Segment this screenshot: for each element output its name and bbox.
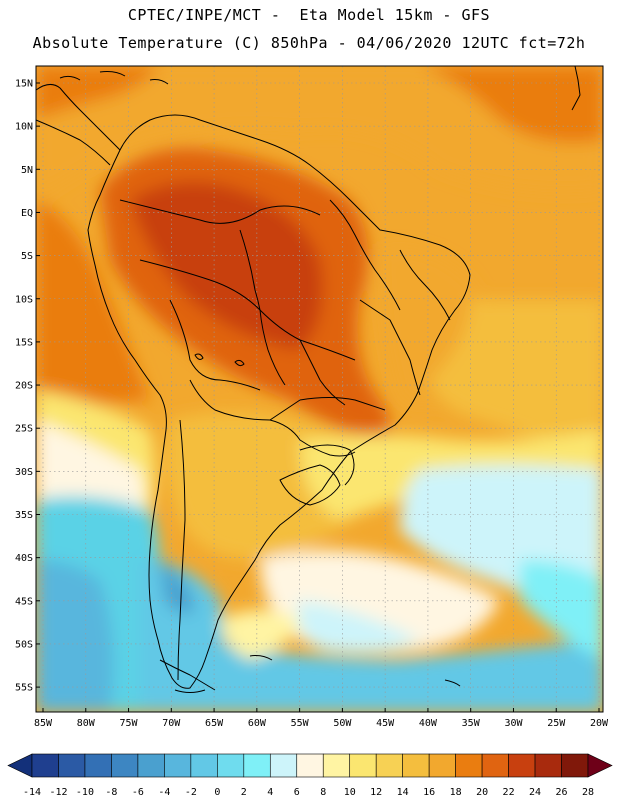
colorbar-label: 20: [476, 787, 488, 798]
colorbar-label: 22: [503, 787, 515, 798]
lon-tick-label: 85W: [34, 718, 53, 729]
chart-title-line-1: CPTEC/INPE/MCT - Eta Model 15km - GFS: [127, 6, 491, 24]
colorbar-swatch: [296, 753, 324, 778]
lat-tick-label: 50S: [15, 639, 33, 650]
colorbar-swatch: [243, 753, 271, 778]
colorbar-label: -4: [158, 787, 170, 798]
colorbar-label: -14: [23, 787, 41, 798]
lon-tick-label: 45W: [376, 718, 395, 729]
colorbar-label: -12: [49, 787, 67, 798]
latitude-axis: 15N 10N 5N EQ 5S 10S 15S 20S 25S 30S 35S 40S 45S 50S 5…: [15, 79, 40, 694]
lon-tick-label: 65W: [205, 718, 224, 729]
lat-lon-grid: [36, 66, 603, 712]
coastlines-and-borders: [35, 65, 581, 693]
colorbar-swatch: [508, 753, 536, 778]
colorbar-high-arrow: [587, 753, 613, 778]
colorbar-swatch: [84, 753, 112, 778]
colorbar-swatch: [190, 753, 218, 778]
lat-tick-label: EQ: [21, 208, 33, 219]
lat-tick-label: 5S: [21, 251, 33, 262]
colorbar-low-arrow: [7, 753, 33, 778]
colorbar-label: 10: [344, 787, 356, 798]
lat-tick-label: 5N: [21, 165, 33, 176]
colorbar-label: 28: [582, 787, 594, 798]
colorbar: -14 -12 -10 -8 -6 -4 -2 0 2 4 6 8 10 12 14 16 18 20 22 24 26…: [7, 753, 613, 798]
plot-frame: [35, 65, 604, 713]
colorbar-label: 16: [423, 787, 435, 798]
temperature-field: [36, 66, 603, 712]
lat-tick-label: 35S: [15, 510, 33, 521]
lat-tick-label: 55S: [15, 683, 33, 694]
colorbar-swatch: [111, 753, 139, 778]
lat-tick-label: 25S: [15, 424, 33, 435]
colorbar-label: -2: [185, 787, 197, 798]
colorbar-label: 0: [214, 787, 220, 798]
colorbar-label: 24: [529, 787, 541, 798]
chart-title-line-2: Absolute Temperature (C) 850hPa - 04/06/…: [32, 34, 586, 52]
colorbar-label: 14: [397, 787, 409, 798]
colorbar-label: 4: [267, 787, 273, 798]
colorbar-label: 18: [450, 787, 462, 798]
lat-tick-label: 20S: [15, 381, 33, 392]
lon-tick-label: 60W: [248, 718, 267, 729]
colorbar-swatch: [455, 753, 483, 778]
lon-tick-label: 75W: [120, 718, 139, 729]
lat-tick-label: 45S: [15, 596, 33, 607]
colorbar-swatch: [164, 753, 192, 778]
colorbar-swatch: [269, 753, 298, 778]
colorbar-swatch: [58, 753, 86, 778]
lon-tick-label: 50W: [333, 718, 352, 729]
lon-tick-label: 35W: [462, 718, 481, 729]
longitude-axis: 85W 80W 75W 70W 65W 60W 55W 50W 45W 40W 35W 30W 25W 2…: [34, 708, 609, 729]
lat-tick-label: 30S: [15, 467, 33, 478]
lon-tick-label: 30W: [504, 718, 523, 729]
colorbar-swatch: [375, 753, 403, 778]
lat-tick-label: 10S: [15, 294, 33, 305]
lon-tick-label: 40W: [419, 718, 438, 729]
lon-tick-label: 25W: [547, 718, 566, 729]
colorbar-label: 26: [556, 787, 568, 798]
colorbar-label: 8: [320, 787, 326, 798]
colorbar-label: 6: [294, 787, 300, 798]
colorbar-label: 2: [241, 787, 247, 798]
lon-tick-label: 70W: [162, 718, 181, 729]
colorbar-swatch: [349, 753, 377, 778]
lat-tick-label: 15S: [15, 337, 33, 348]
lat-tick-label: 15N: [15, 79, 33, 90]
lon-tick-label: 80W: [77, 718, 96, 729]
colorbar-swatch: [534, 753, 562, 778]
colorbar-swatch: [31, 753, 59, 778]
colorbar-label: 12: [370, 787, 382, 798]
colorbar-swatch: [481, 753, 509, 778]
lat-tick-label: 10N: [15, 122, 33, 133]
lat-tick-label: 40S: [15, 553, 33, 564]
colorbar-swatch: [402, 753, 430, 778]
colorbar-swatch: [561, 753, 589, 778]
lon-tick-label: 55W: [291, 718, 310, 729]
colorbar-swatch: [322, 753, 351, 778]
colorbar-label: -6: [132, 787, 144, 798]
colorbar-swatch: [428, 753, 456, 778]
colorbar-label: -8: [105, 787, 117, 798]
colorbar-label: -10: [76, 787, 94, 798]
lon-tick-label: 20W: [590, 718, 609, 729]
colorbar-swatch: [137, 753, 165, 778]
colorbar-swatch: [217, 753, 245, 778]
